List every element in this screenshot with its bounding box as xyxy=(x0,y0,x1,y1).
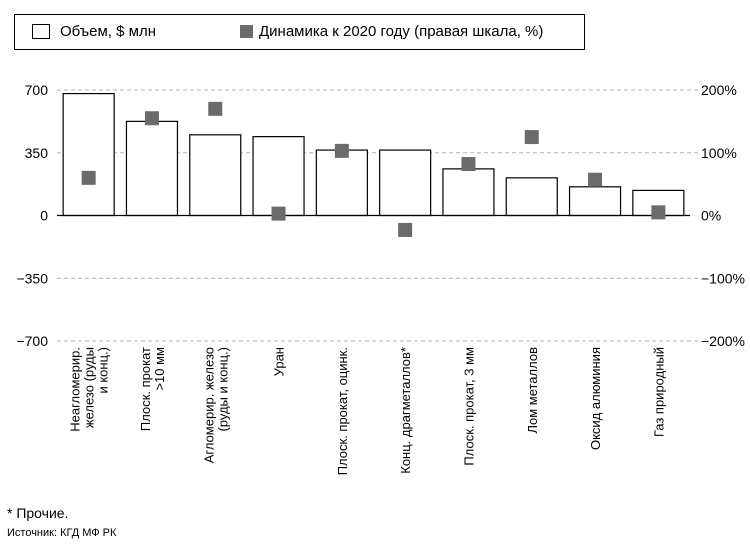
category-label: и конц.) xyxy=(96,347,111,394)
bar xyxy=(442,168,495,217)
category-label: Плоск. прокат xyxy=(138,347,153,431)
category-label: железо (руды xyxy=(82,347,97,428)
dynamics-marker xyxy=(81,170,96,185)
dynamics-marker xyxy=(588,172,603,187)
category-label: Плоск. прокат, 3 мм xyxy=(461,347,476,466)
left-tick-label: 350 xyxy=(25,145,49,161)
bar xyxy=(189,134,242,217)
chart-plot: 700 350 0 −350 −700 200% 100% 0% −100% −200% Неагл… xyxy=(16,82,745,475)
dynamics-marker xyxy=(271,206,286,221)
category-label: Газ природный xyxy=(651,347,666,437)
category-label: Неагломерир. xyxy=(68,347,83,432)
bar xyxy=(252,136,305,217)
bar xyxy=(379,149,432,217)
footnote: * Прочие. xyxy=(7,505,69,521)
dynamics-marker xyxy=(524,130,539,145)
category-label: >10 мм xyxy=(152,347,167,391)
bar xyxy=(315,149,368,217)
category-label: Плоск. прокат, оцинк. xyxy=(335,347,350,475)
dynamics-marker xyxy=(461,157,476,172)
right-tick-label: 100% xyxy=(701,145,737,161)
legend-label-dynamics: Динамика к 2020 году (правая шкала, %) xyxy=(259,23,544,40)
legend-swatch-volume xyxy=(32,24,50,39)
category-label: Оксид алюминия xyxy=(588,347,603,450)
right-tick-label: −200% xyxy=(701,333,745,349)
category-label: Уран xyxy=(272,347,287,376)
category-label: Лом металлов xyxy=(525,347,540,434)
bar xyxy=(505,177,558,217)
bar xyxy=(125,120,179,217)
bar xyxy=(62,92,115,217)
left-tick-label: −700 xyxy=(16,333,48,349)
dynamics-marker xyxy=(398,222,413,237)
dynamics-marker xyxy=(334,143,349,158)
right-tick-label: 200% xyxy=(701,82,737,98)
left-tick-label: −350 xyxy=(16,270,48,286)
source-note: Источник: КГД МФ РК xyxy=(7,527,117,539)
dynamics-marker xyxy=(208,101,223,116)
chart-legend: Объем, $ млн Динамика к 2020 году (права… xyxy=(14,14,585,50)
category-label: (руды и конц.) xyxy=(215,347,230,432)
dynamics-marker xyxy=(144,111,159,126)
bar xyxy=(568,186,622,217)
left-tick-label: 0 xyxy=(40,208,48,224)
right-tick-label: 0% xyxy=(701,208,721,224)
legend-label-volume: Объем, $ млн xyxy=(60,23,156,40)
category-label: Агломерир. железо xyxy=(201,347,216,463)
dynamics-marker xyxy=(651,205,666,220)
right-tick-label: −100% xyxy=(701,270,745,286)
category-label: Конц. драгметаллов* xyxy=(398,347,413,474)
legend-swatch-dynamics xyxy=(240,25,253,38)
left-tick-label: 700 xyxy=(25,82,49,98)
